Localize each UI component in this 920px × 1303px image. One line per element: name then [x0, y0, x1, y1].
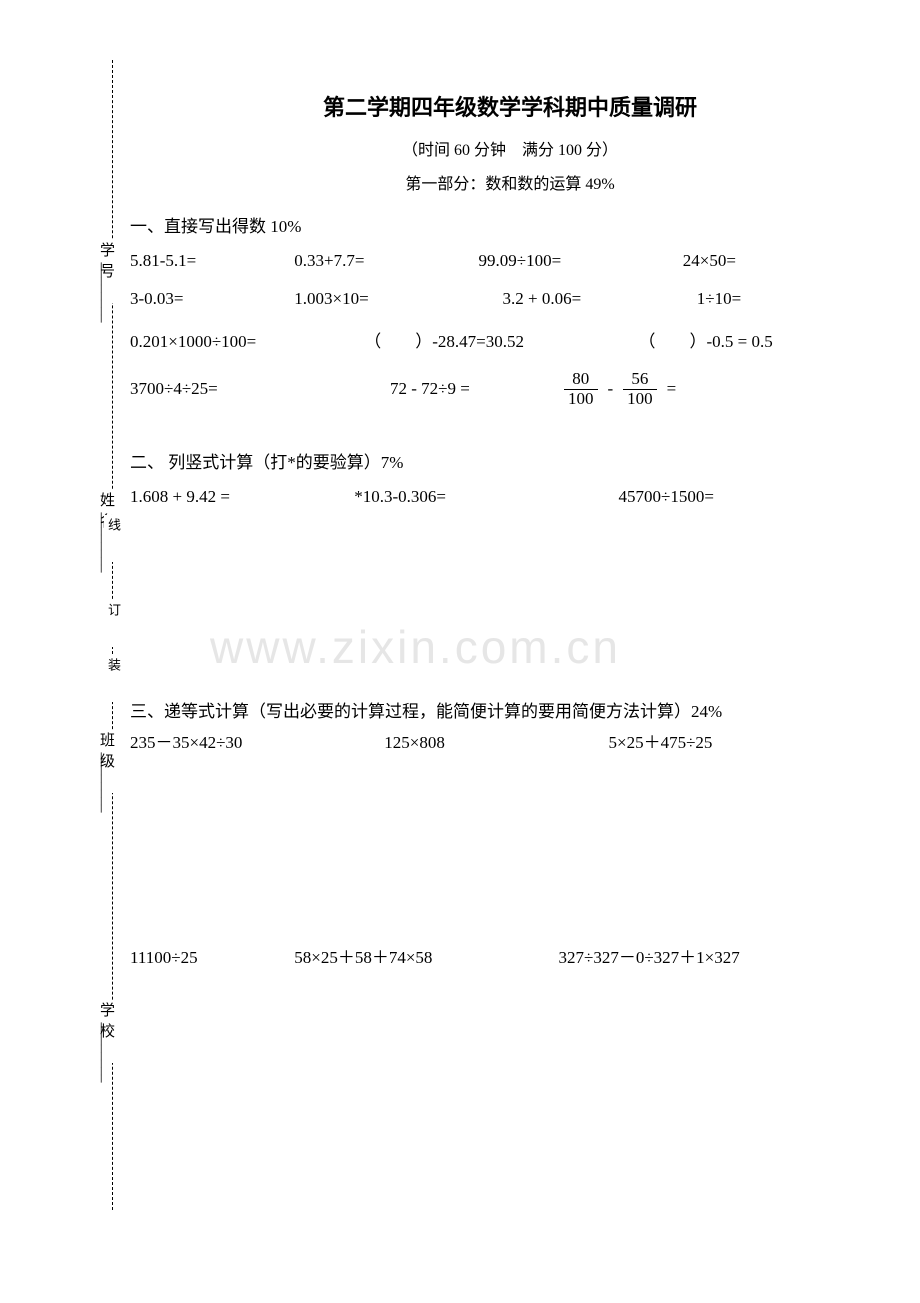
- q: 3700÷4÷25=: [130, 379, 390, 399]
- s3-row1: 235－35×42÷30 125×808 5×25＋475÷25: [130, 728, 890, 753]
- underline: ________: [98, 753, 115, 813]
- section1-heading: 一、直接写出得数 10%: [130, 212, 890, 237]
- numerator: 56: [627, 370, 652, 389]
- fraction-1: 80 100: [564, 370, 598, 408]
- q: 327÷327－0÷327＋1×327: [559, 943, 740, 968]
- margin-label-xuexiao: 学校________: [76, 1000, 136, 1063]
- q: *10.3-0.306=: [354, 487, 614, 507]
- page-content: 第二学期四年级数学学科期中质量调研 （时间 60 分钟 满分 100 分） 第一…: [130, 90, 890, 968]
- s1-row4: 3700÷4÷25= 72 - 72÷9 = 80 100 - 56 100 =: [130, 370, 890, 408]
- margin-label-banji: 班级________: [76, 730, 136, 793]
- q: 24×50=: [683, 251, 823, 271]
- s1-row3: 0.201×1000÷100= （ ）-28.47=30.52 （ ）-0.5 …: [130, 327, 890, 352]
- denominator: 100: [564, 390, 598, 409]
- exam-title: 第二学期四年级数学学科期中质量调研: [130, 90, 890, 122]
- section2-heading: 二、 列竖式计算（打*的要验算）7%: [130, 448, 890, 473]
- q: 45700÷1500=: [619, 487, 714, 507]
- cut-label-ding: 订: [104, 600, 123, 647]
- q: 1.608 + 9.42 =: [130, 487, 350, 507]
- cut-label-xian: 线: [104, 515, 123, 562]
- equals-op: =: [667, 379, 677, 399]
- q: 5×25＋475÷25: [609, 728, 713, 753]
- s1-row2: 3-0.03= 1.003×10= 3.2 + 0.06= 1÷10=: [130, 289, 890, 309]
- q: 0.201×1000÷100=: [130, 332, 360, 352]
- binding-margin: 学号________ 姓名________ 班级________ 学校_____…: [98, 60, 128, 1210]
- part1-label: 第一部分：数和数的运算 49%: [130, 170, 890, 194]
- q: 58×25＋58＋74×58: [294, 943, 554, 968]
- q: 1.003×10=: [294, 289, 474, 309]
- underline: ________: [98, 1023, 115, 1083]
- q: 125×808: [384, 733, 604, 753]
- margin-label-xuehao: 学号________: [76, 240, 136, 303]
- exam-subtitle: （时间 60 分钟 满分 100 分）: [130, 136, 890, 160]
- q: 11100÷25: [130, 948, 290, 968]
- q: 99.09÷100=: [479, 251, 679, 271]
- fraction-2: 56 100: [623, 370, 657, 408]
- underline: ________: [98, 263, 115, 323]
- s3-row2: 11100÷25 58×25＋58＋74×58 327÷327－0÷327＋1×…: [130, 943, 890, 968]
- section3-heading: 三、递等式计算（写出必要的计算过程，能简便计算的要用简便方法计算）24%: [130, 697, 890, 722]
- s2-row1: 1.608 + 9.42 = *10.3-0.306= 45700÷1500=: [130, 487, 890, 507]
- minus-op: -: [608, 379, 614, 399]
- q: （ ）-28.47=30.52: [364, 327, 634, 352]
- q: 5.81-5.1=: [130, 251, 290, 271]
- q: 3-0.03=: [130, 289, 290, 309]
- q: 0.33+7.7=: [294, 251, 474, 271]
- denominator: 100: [623, 390, 657, 409]
- q: 1÷10=: [683, 289, 823, 309]
- q: 3.2 + 0.06=: [479, 289, 679, 309]
- s1-row1: 5.81-5.1= 0.33+7.7= 99.09÷100= 24×50=: [130, 251, 890, 271]
- q: 235－35×42÷30: [130, 728, 380, 753]
- numerator: 80: [568, 370, 593, 389]
- q: 72 - 72÷9 =: [390, 379, 520, 399]
- cut-label-zhuang: 装: [104, 655, 123, 702]
- q: （ ）-0.5 = 0.5: [639, 327, 773, 352]
